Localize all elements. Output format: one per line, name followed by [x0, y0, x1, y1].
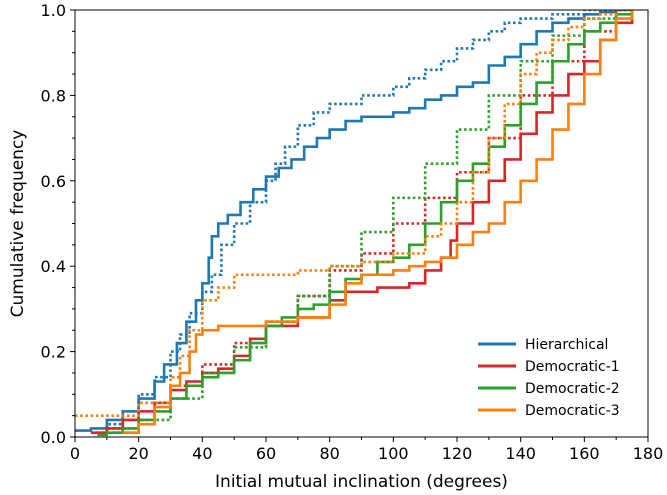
- y-tick-label: 0.4: [41, 257, 66, 276]
- x-tick-label: 140: [505, 444, 536, 463]
- x-tick-label: 120: [442, 444, 473, 463]
- y-tick-label: 0.0: [41, 428, 66, 447]
- y-axis-label: Cumulative frequency: [8, 130, 28, 318]
- legend-label: Hierarchical: [525, 337, 608, 353]
- y-tick-label: 0.8: [41, 86, 66, 105]
- series-7-dotted-line: [75, 10, 633, 417]
- x-tick-label: 180: [633, 444, 664, 463]
- y-axis-ticks: 0.0 0.2 0.4 0.6 0.8 1.0: [41, 1, 75, 447]
- x-tick-label: 160: [569, 444, 600, 463]
- y-tick-label: 1.0: [41, 1, 66, 20]
- x-tick-label: 0: [70, 444, 80, 463]
- legend-label: Democratic-1: [525, 359, 620, 375]
- series-5-dotted-line: [106, 10, 618, 435]
- x-axis-label: Initial mutual inclination (degrees): [215, 472, 508, 492]
- series-1-dotted-line: [90, 10, 633, 435]
- legend-label: Democratic-2: [525, 381, 620, 397]
- x-tick-label: 100: [378, 444, 409, 463]
- x-tick-label: 20: [128, 444, 148, 463]
- democratic-1-line: [90, 10, 634, 435]
- legend: Hierarchical Democratic-1 Democratic-2 Demo…: [478, 337, 620, 419]
- x-axis-ticks: 0 20 40 60 80 100 120 140 160 180: [70, 437, 663, 463]
- plot-lines: [75, 10, 634, 437]
- y-tick-label: 0.6: [41, 172, 66, 191]
- x-tick-label: 60: [256, 444, 276, 463]
- hierarchical-line: [75, 10, 633, 432]
- x-tick-label: 80: [319, 444, 339, 463]
- y-tick-label: 0.2: [41, 343, 66, 362]
- x-tick-label: 40: [192, 444, 212, 463]
- legend-label: Democratic-3: [525, 403, 620, 419]
